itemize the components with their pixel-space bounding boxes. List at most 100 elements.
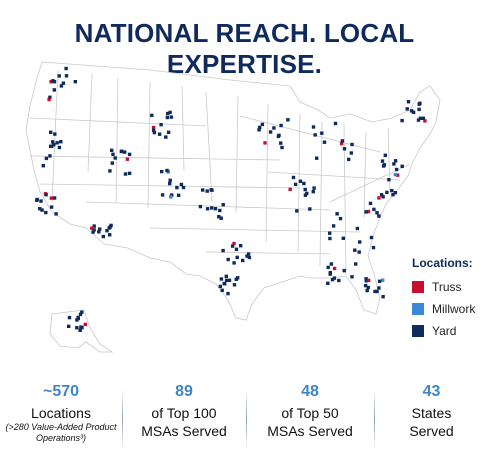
stat-top50: 48 of Top 50 MSAs Served — [246, 380, 374, 440]
location-marker — [268, 130, 273, 134]
stat-value: 89 — [175, 383, 193, 400]
page-title: NATIONAL REACH. LOCAL EXPERTISE. — [74, 18, 415, 79]
location-marker — [279, 123, 283, 128]
location-marker — [305, 191, 309, 196]
location-marker — [44, 193, 48, 197]
map-legend: Locations: Truss Millwork Yard — [412, 256, 475, 342]
location-marker — [302, 181, 306, 186]
legend-label: Yard — [432, 324, 457, 338]
location-marker — [44, 156, 49, 161]
location-marker — [357, 250, 361, 254]
location-marker — [150, 113, 154, 118]
location-marker — [236, 276, 240, 280]
location-marker — [393, 159, 398, 163]
location-marker — [341, 236, 345, 240]
location-marker — [328, 272, 332, 276]
location-marker — [152, 130, 157, 135]
contiguous-us-outline — [25, 61, 441, 321]
location-marker — [165, 115, 170, 120]
stat-label: Served — [409, 423, 454, 439]
location-marker — [377, 279, 382, 283]
location-marker — [160, 169, 164, 174]
location-marker — [39, 199, 43, 203]
location-marker — [157, 132, 162, 136]
location-marker — [366, 209, 371, 214]
location-marker — [75, 326, 79, 330]
location-marker — [372, 207, 376, 212]
location-marker — [257, 128, 261, 132]
location-marker — [226, 291, 230, 296]
location-marker — [232, 283, 237, 287]
location-marker — [315, 156, 319, 160]
location-marker — [205, 189, 209, 193]
location-marker — [332, 276, 337, 280]
location-marker — [47, 97, 51, 102]
location-marker — [78, 328, 82, 332]
stat-label: of Top 100 — [151, 405, 217, 421]
location-marker — [373, 289, 377, 294]
location-marker — [393, 191, 398, 195]
location-marker — [111, 152, 115, 156]
location-marker — [245, 254, 249, 258]
location-marker — [396, 173, 400, 177]
location-marker — [326, 281, 330, 285]
location-marker — [387, 178, 391, 182]
location-marker — [232, 241, 236, 246]
legend-label: Millwork — [432, 302, 476, 316]
location-marker — [222, 281, 226, 286]
location-marker — [218, 208, 222, 213]
location-marker — [175, 185, 179, 190]
location-marker — [226, 257, 230, 262]
yard-swatch — [412, 325, 424, 337]
location-marker — [164, 135, 168, 139]
location-marker — [391, 193, 395, 197]
location-marker — [347, 157, 351, 162]
location-marker — [198, 204, 203, 209]
legend-item-truss: Truss — [412, 276, 475, 298]
location-marker — [340, 139, 345, 143]
location-marker — [416, 118, 421, 122]
location-marker — [205, 207, 210, 211]
location-marker — [393, 172, 398, 177]
location-marker — [221, 203, 225, 207]
location-marker — [339, 141, 344, 146]
location-marker — [97, 230, 101, 234]
location-marker — [338, 216, 343, 221]
location-marker — [279, 141, 283, 145]
location-marker — [76, 315, 80, 320]
location-marker — [170, 193, 174, 197]
location-marker — [353, 248, 357, 252]
location-marker — [350, 142, 354, 147]
divider — [374, 388, 375, 450]
location-marker — [417, 107, 421, 112]
location-marker — [176, 193, 181, 197]
location-marker — [288, 187, 292, 191]
location-marker — [293, 182, 298, 187]
location-marker — [83, 322, 87, 327]
location-marker — [227, 278, 232, 282]
stat-label: MSAs Served — [141, 423, 227, 439]
location-marker — [221, 248, 225, 253]
location-marker — [358, 240, 362, 244]
location-marker — [179, 182, 184, 187]
location-marker — [313, 133, 317, 137]
location-marker — [400, 118, 404, 123]
location-marker — [49, 130, 53, 134]
location-marker — [49, 144, 53, 148]
location-marker — [298, 179, 303, 183]
location-marker — [52, 196, 57, 200]
location-markers — [35, 66, 427, 332]
legend-title: Locations: — [412, 256, 473, 270]
location-marker — [333, 121, 338, 126]
location-marker — [59, 84, 64, 88]
location-marker — [127, 171, 132, 175]
location-marker — [241, 258, 245, 263]
location-marker — [364, 277, 368, 281]
location-marker — [48, 154, 52, 158]
location-marker — [92, 228, 96, 232]
location-marker — [125, 157, 130, 161]
location-marker — [59, 140, 63, 144]
location-marker — [366, 285, 370, 290]
location-marker — [110, 161, 114, 165]
state-borders — [25, 61, 441, 353]
